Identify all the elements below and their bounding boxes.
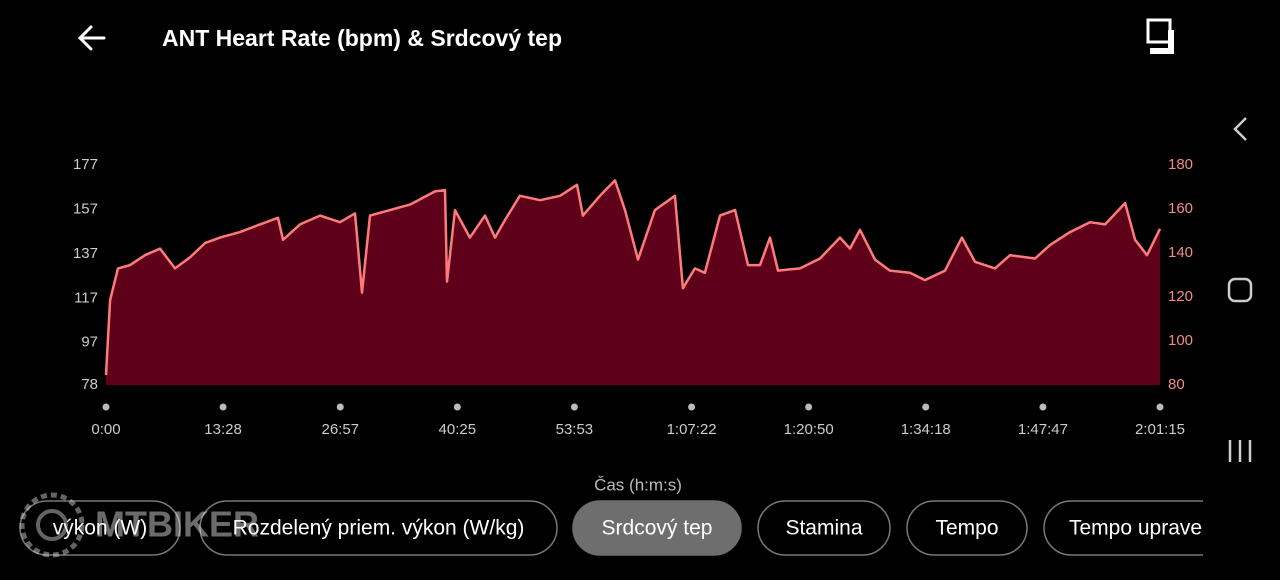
chip[interactable]: Srdcový tep — [572, 500, 742, 556]
chip[interactable]: Stamina — [757, 500, 891, 556]
chip-background — [906, 500, 1028, 556]
x-tick-label: 1:20:50 — [784, 421, 834, 438]
chip-label: Tempo — [935, 517, 998, 540]
x-tick-label: 1:07:22 — [667, 421, 717, 438]
y-tick-label: 117 — [74, 289, 98, 306]
x-tick-label: 1:34:18 — [901, 421, 951, 438]
x-tick-label: 13:28 — [204, 421, 242, 438]
chip[interactable]: Rozdelený priem. výkon (W/kg) — [199, 500, 558, 556]
nav-back[interactable] — [1233, 117, 1247, 141]
x-tick-dot — [805, 403, 813, 411]
x-tick-dot — [570, 403, 578, 411]
y2-tick-label: 100 — [1168, 332, 1193, 349]
x-tick-label: 0:00 — [91, 421, 120, 438]
chip-background — [19, 500, 181, 556]
fullscreen-button[interactable] — [1146, 18, 1174, 54]
y-tick-label: 97 — [81, 334, 98, 351]
x-tick-dot — [688, 403, 696, 411]
chip-background — [757, 500, 891, 556]
nav-home[interactable] — [1227, 277, 1253, 303]
y-tick-label: 177 — [73, 156, 98, 173]
y2-tick-label: 120 — [1168, 288, 1193, 305]
x-tick-label: 26:57 — [321, 421, 359, 438]
chip[interactable]: Tempo — [906, 500, 1028, 556]
chip-background — [1043, 500, 1203, 556]
nav-recents[interactable] — [1228, 440, 1252, 462]
x-axis-label: Čas (h:m:s) — [594, 475, 682, 494]
y-tick-label: 78 — [81, 376, 98, 393]
chip-label: výkon (W) — [53, 517, 148, 540]
x-tick-dot — [1039, 403, 1047, 411]
x-tick-dot — [453, 403, 461, 411]
title: ANT Heart Rate (bpm) & Srdcový tep — [162, 25, 562, 51]
y-tick-label: 137 — [73, 245, 98, 262]
chip-label: Tempo uprave — [1069, 517, 1202, 540]
x-tick-label: 40:25 — [439, 421, 477, 438]
chip-label: Rozdelený priem. výkon (W/kg) — [233, 517, 525, 540]
line — [104, 179, 1162, 376]
chip-label: Srdcový tep — [602, 517, 713, 540]
y-tick-label: 157 — [73, 200, 98, 217]
chart: 78 97 117 137 157 177 80 100 120 140 160 180 0:00 13:… — [73, 156, 1193, 438]
y2-tick-label: 140 — [1168, 244, 1193, 261]
x-tick-dot — [336, 403, 344, 411]
x-tick-dot — [219, 403, 227, 411]
chip-background — [199, 500, 558, 556]
x-tick-dot — [922, 403, 930, 411]
watermark: MTBIKER — [19, 492, 259, 558]
y2-tick-label: 160 — [1168, 200, 1193, 217]
x-tick-dot — [102, 403, 110, 411]
chip-row: výkon (W) Rozdelený priem. výkon (W/kg) Sr… — [19, 500, 1244, 556]
chip-label: Stamina — [785, 517, 862, 540]
x-tick-label: 53:53 — [556, 421, 594, 438]
back-button[interactable] — [77, 25, 106, 51]
chip[interactable]: výkon (W) — [19, 500, 181, 556]
y2-tick-label: 180 — [1168, 156, 1193, 173]
x-tick-dot — [1156, 403, 1164, 411]
x-tick-label: 2:01:15 — [1135, 421, 1185, 438]
watermark-text: MTBIKER — [95, 504, 259, 545]
chip[interactable]: Tempo uprave — [1043, 500, 1244, 556]
chip-background — [572, 500, 742, 556]
x-tick-label: 1:47:47 — [1018, 421, 1068, 438]
y2-tick-label: 80 — [1168, 376, 1185, 393]
